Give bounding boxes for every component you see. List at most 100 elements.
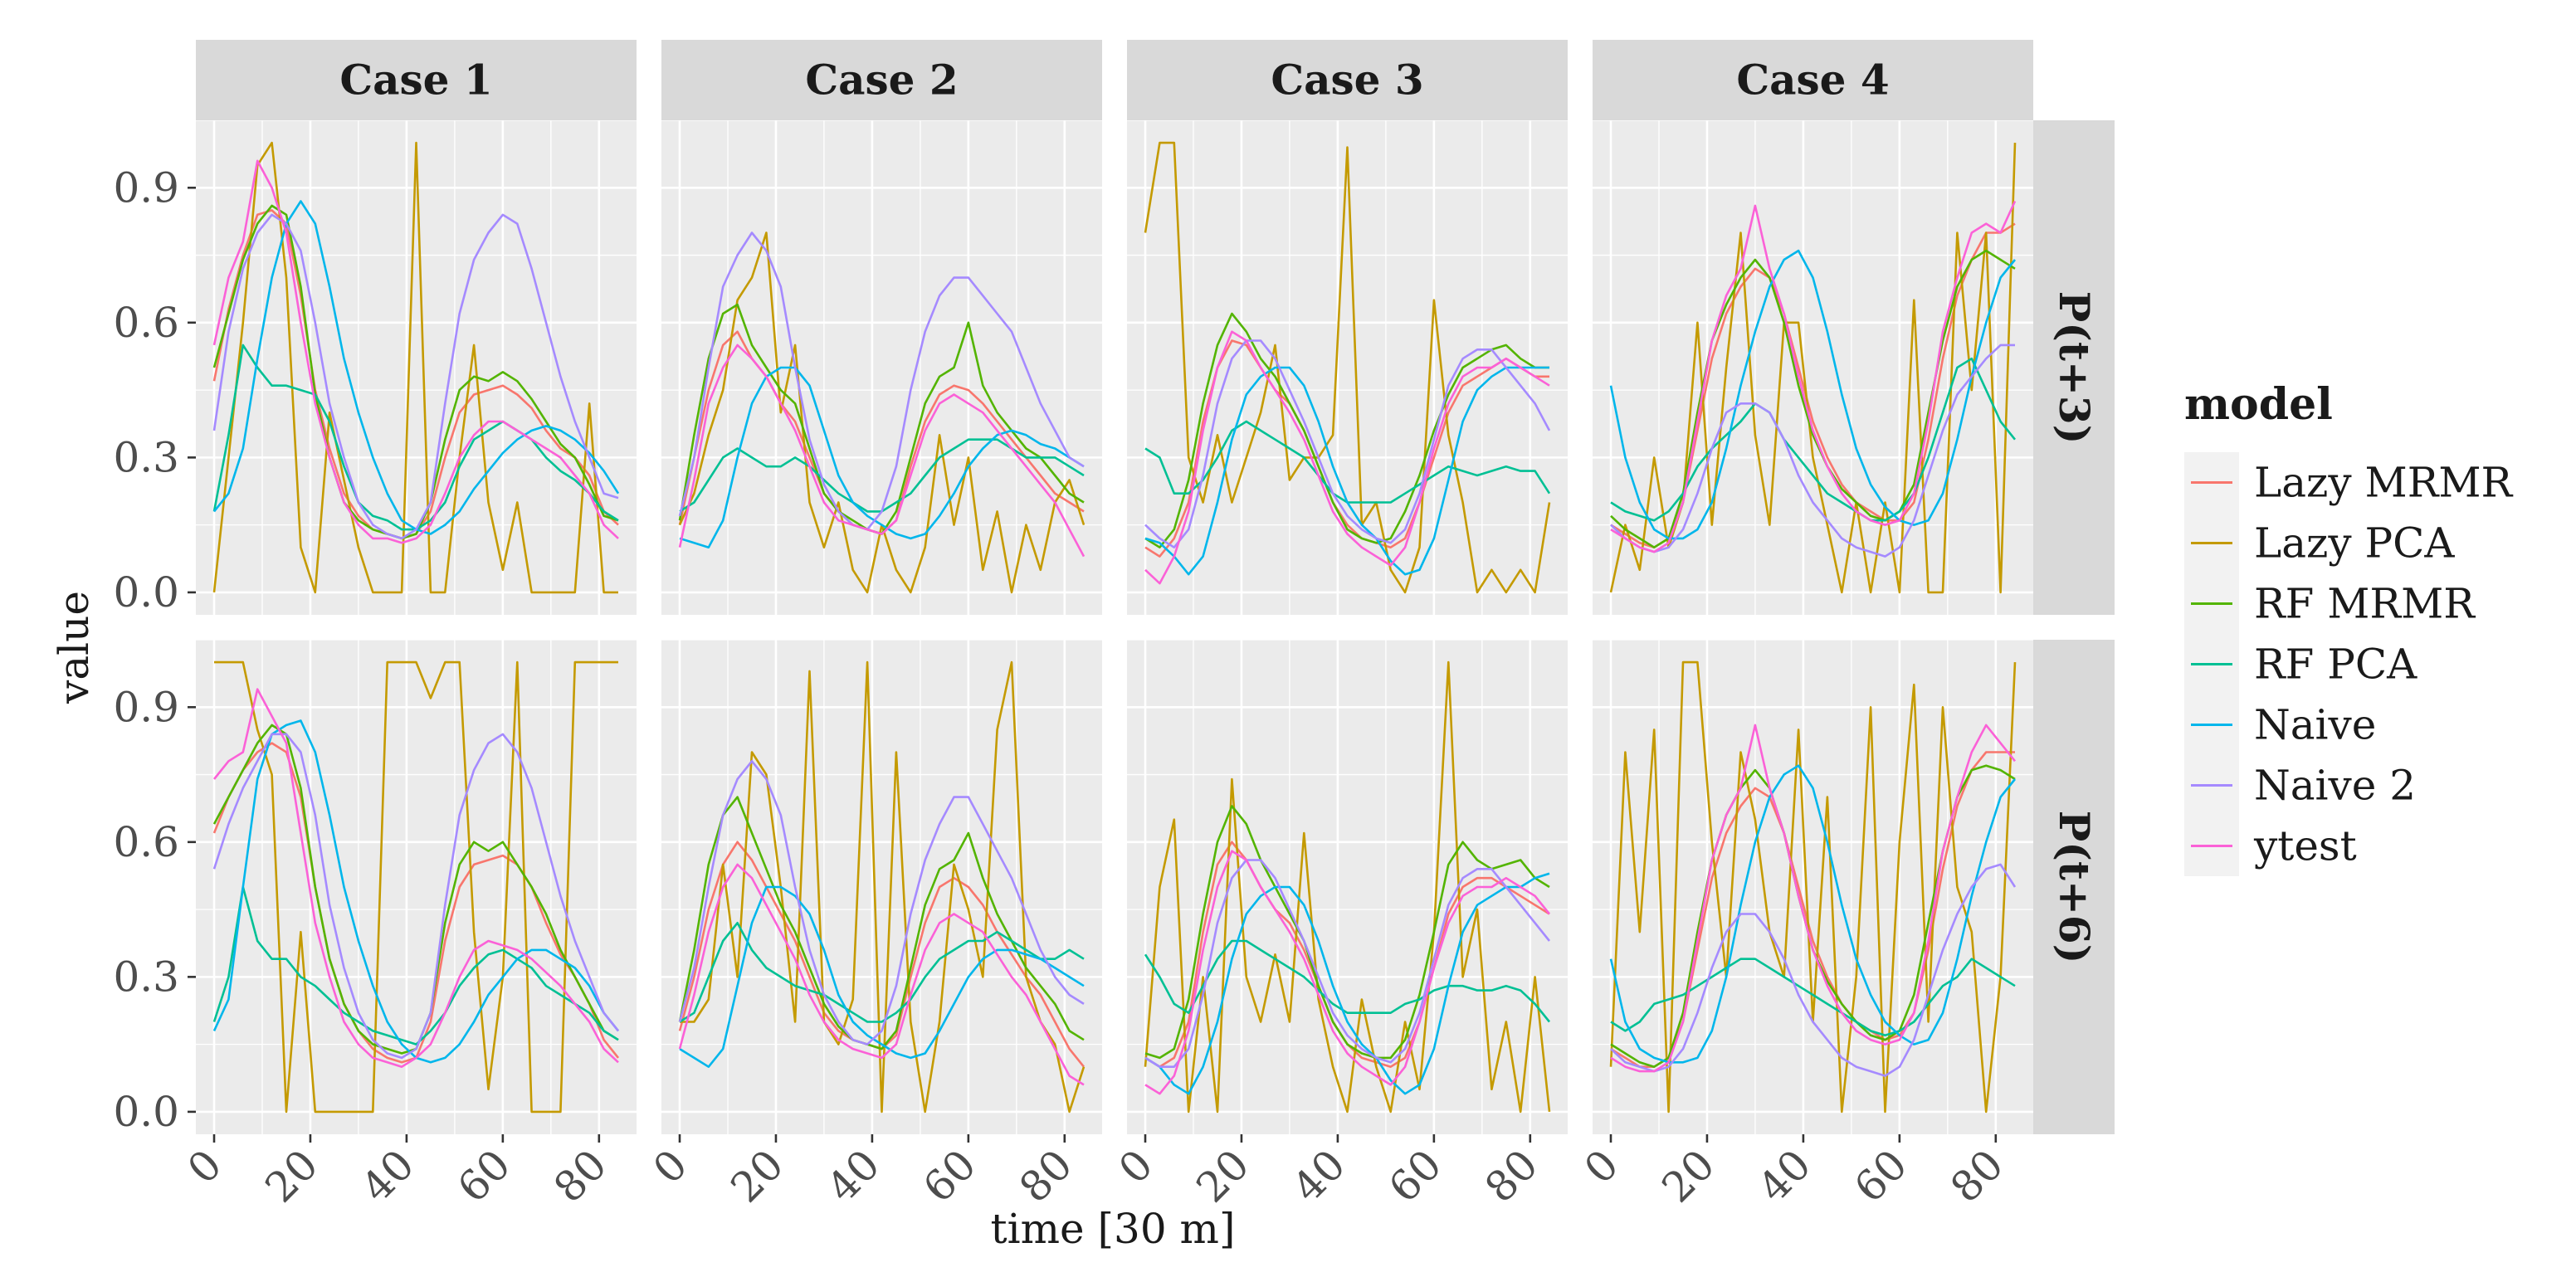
series-line-naive	[679, 366, 1085, 549]
legend-label: Naive 2	[2254, 762, 2416, 810]
series-line-ytest	[1610, 200, 2017, 553]
x-tick-label: 0	[178, 1140, 232, 1193]
strip-label: Case 1	[339, 56, 492, 105]
x-tick-label: 20	[1652, 1140, 1724, 1211]
series-line-ytest	[678, 344, 1086, 558]
x-tick-label: 60	[1379, 1140, 1451, 1211]
legend-item: Naive 2	[2191, 762, 2416, 810]
column-strip: Case 4	[1593, 40, 2033, 120]
series-line-lazy-pca	[1144, 660, 1551, 1114]
facet-panel	[1593, 119, 2033, 615]
panels-layer	[196, 119, 2033, 1134]
legend-title: model	[2184, 379, 2333, 430]
legend-label: RF MRMR	[2254, 580, 2476, 628]
row-strip: P(t+6)	[2033, 640, 2115, 1134]
strip-label: P(t+3)	[2050, 291, 2099, 445]
series-line-rf-pca	[212, 885, 619, 1045]
row-strip: P(t+3)	[2033, 120, 2115, 615]
strip-background	[661, 40, 1102, 120]
strip-label: P(t+6)	[2050, 811, 2099, 964]
series-line-rf-mrmr	[1144, 312, 1549, 549]
strip-label: Case 2	[805, 56, 958, 105]
y-tick-label: 0.0	[113, 1088, 179, 1136]
legend-item: RF MRMR	[2191, 580, 2476, 628]
series-line-lazy-pca	[680, 660, 1086, 1114]
series-line-rf-mrmr	[1610, 249, 2016, 549]
series-line-rf-pca	[1144, 939, 1551, 1023]
y-tick-label: 0.3	[113, 953, 179, 1001]
x-tick-label: 0	[1110, 1140, 1163, 1193]
series-line-rf-mrmr	[212, 204, 619, 540]
x-tick-label: 0	[1575, 1140, 1628, 1193]
legend-item: Naive	[2191, 701, 2376, 749]
facet-panel	[661, 639, 1102, 1134]
series-line-rf-mrmr	[678, 796, 1085, 1050]
facet-panel	[1127, 639, 1568, 1134]
series-line-ytest	[678, 863, 1085, 1086]
x-tick-label: 80	[1941, 1140, 2013, 1211]
series-line-naive	[1609, 249, 2017, 540]
facet-panel	[196, 119, 637, 615]
x-tick-label: 40	[1283, 1140, 1354, 1211]
x-tick-label: 80	[544, 1140, 616, 1211]
x-tick-label: 20	[721, 1140, 793, 1211]
x-tick-label: 0	[644, 1140, 697, 1193]
x-tick-label: 40	[1749, 1140, 1820, 1211]
y-tick-label: 0.6	[113, 299, 179, 347]
series-line-naive-2	[1144, 339, 1551, 549]
series-line-rf-mrmr	[1144, 805, 1550, 1060]
strip-background	[2033, 640, 2115, 1134]
legend-label: Naive	[2254, 701, 2376, 749]
series-line-naive-2	[678, 231, 1085, 531]
series-line-naive	[1144, 872, 1550, 1095]
facet-panel	[1593, 639, 2033, 1134]
strip-background	[1593, 40, 2033, 120]
series-line-ytest	[212, 688, 619, 1068]
series-line-naive-2	[1610, 863, 2017, 1077]
x-tick-label: 40	[352, 1140, 423, 1211]
strips-layer: Case 1 Case 2 Case 3 Case 4 P(t+3) P(t+6)	[196, 40, 2115, 1134]
legend-item: ytest	[2191, 822, 2357, 870]
x-axis-title: time [30 m]	[991, 1205, 1236, 1253]
strip-background	[196, 40, 637, 120]
legend-label: RF PCA	[2254, 641, 2417, 689]
x-tick-label: 80	[1476, 1140, 1547, 1211]
legend-item: RF PCA	[2191, 641, 2417, 689]
y-axis-title: value	[50, 591, 98, 704]
series-line-naive-2	[678, 759, 1085, 1045]
strip-label: Case 3	[1271, 56, 1423, 105]
series-line-ytest	[212, 159, 619, 544]
x-tick-label: 20	[1187, 1140, 1258, 1211]
x-tick-label: 60	[448, 1140, 520, 1211]
series-line-lazy-pca	[212, 141, 618, 594]
panel-background	[661, 640, 1102, 1134]
x-tick-label: 60	[914, 1140, 985, 1211]
x-tick-label: 20	[256, 1140, 327, 1211]
series-line-naive	[1609, 764, 2017, 1064]
series-line-rf-pca	[1610, 357, 2017, 522]
series-line-ytest	[1610, 724, 2017, 1073]
legend-label: Lazy MRMR	[2254, 459, 2514, 507]
facet-panel	[661, 119, 1102, 615]
strip-label: Case 4	[1736, 56, 1889, 105]
legend-items: Lazy MRMR Lazy PCA RF MRMR RF PCA Naive Naive…	[2184, 452, 2514, 876]
series-line-naive	[679, 885, 1085, 1068]
y-tick-label: 0.6	[113, 818, 179, 866]
series-line-naive-2	[1144, 859, 1551, 1068]
legend-label: ytest	[2253, 822, 2357, 870]
x-tick-label: 40	[817, 1140, 889, 1211]
legend: model Lazy MRMR Lazy PCA RF MRMR RF PCA Naiv…	[2184, 379, 2514, 876]
legend-item: Lazy MRMR	[2191, 459, 2514, 507]
column-strip: Case 3	[1127, 40, 1568, 120]
strip-background	[2033, 120, 2115, 615]
series-line-naive	[1144, 366, 1549, 576]
series-line-lazy-pca	[1144, 141, 1551, 594]
legend-item: Lazy PCA	[2191, 519, 2455, 568]
facet-panel	[1127, 119, 1568, 615]
series-line-ytest	[1144, 850, 1551, 1095]
x-tick-label: 80	[1010, 1140, 1081, 1211]
column-strip: Case 1	[196, 40, 637, 120]
series-line-naive-2	[1610, 344, 2015, 558]
